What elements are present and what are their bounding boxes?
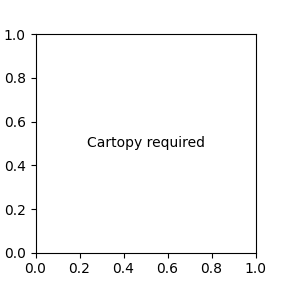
Text: Cartopy required: Cartopy required [87,136,204,151]
